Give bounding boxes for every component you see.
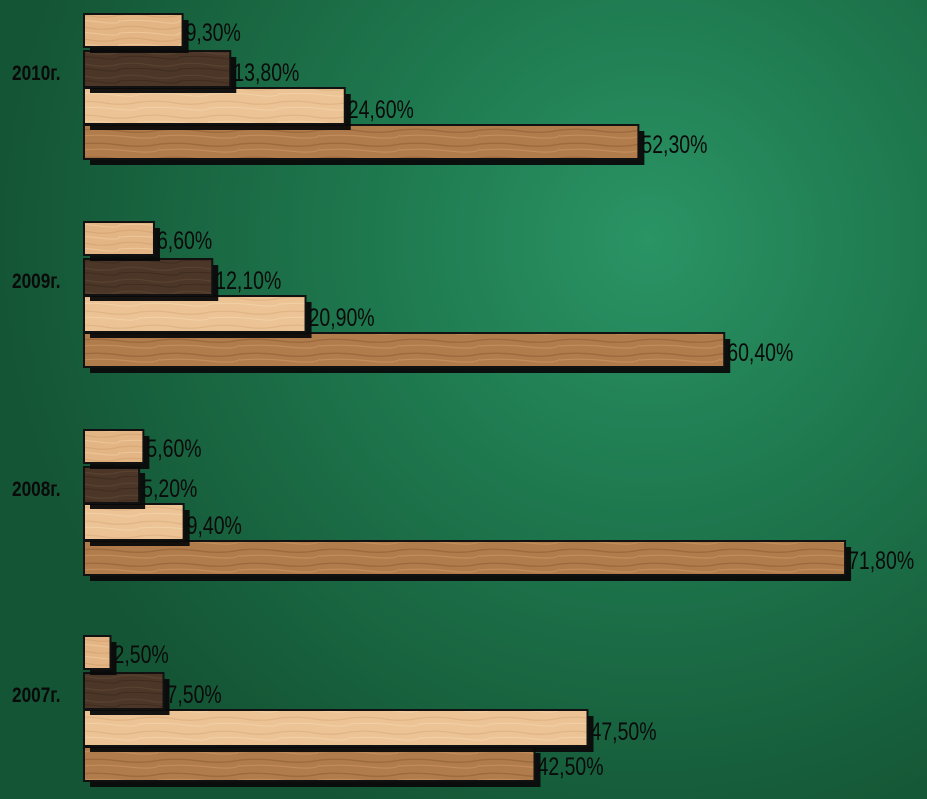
bar <box>83 709 589 747</box>
year-label: 2007г. <box>12 685 61 708</box>
bars-layer <box>83 13 852 787</box>
bar <box>83 221 155 256</box>
bar <box>83 258 214 296</box>
bar-value-label: 24,60% <box>348 96 414 124</box>
bar <box>83 672 165 710</box>
bar-value-label: 6,60% <box>157 227 212 255</box>
bar-value-label: 7,50% <box>166 681 221 709</box>
bar <box>83 540 847 576</box>
bar-value-label: 9,40% <box>187 512 242 540</box>
bar <box>83 429 145 464</box>
bar-value-label: 60,40% <box>727 339 793 367</box>
bar <box>83 87 346 125</box>
bar <box>83 466 141 504</box>
bar-value-label: 52,30% <box>641 131 707 159</box>
labels-layer: 52,30% 24,60% 13,80% 9,30% 2010г. 60,40% 20,90… <box>12 19 914 781</box>
bar-value-label: 2,50% <box>113 641 168 669</box>
bar <box>83 124 640 160</box>
bar-value-label: 5,60% <box>146 435 201 463</box>
bar-value-label: 47,50% <box>590 718 656 746</box>
bar-value-label: 9,30% <box>186 19 241 47</box>
bar-value-label: 71,80% <box>848 547 914 575</box>
year-label: 2008г. <box>12 479 61 502</box>
bar-value-label: 5,20% <box>142 475 197 503</box>
bar <box>83 746 536 782</box>
year-label: 2010г. <box>12 63 61 86</box>
bar-value-label: 12,10% <box>215 267 281 295</box>
bar <box>83 332 726 368</box>
bar-value-label: 20,90% <box>309 304 375 332</box>
bar <box>83 295 307 333</box>
bar <box>83 503 185 541</box>
bar <box>83 13 184 48</box>
bar <box>83 50 232 88</box>
year-label: 2009г. <box>12 271 61 294</box>
bar <box>83 635 112 670</box>
bar-value-label: 13,80% <box>233 59 299 87</box>
bar-value-label: 42,50% <box>537 753 603 781</box>
